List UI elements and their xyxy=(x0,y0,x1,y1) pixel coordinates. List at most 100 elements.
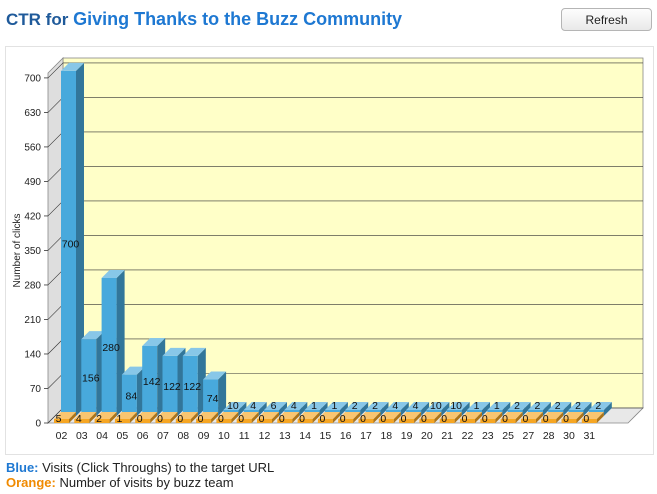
bar-orange-25-side xyxy=(515,412,523,423)
y-tick-label-0: 0 xyxy=(35,419,41,430)
bar-orange-06-front xyxy=(135,419,151,423)
data-label-orange-21: 0 xyxy=(441,413,447,425)
refresh-button[interactable]: Refresh xyxy=(561,8,652,31)
data-label-orange-30: 0 xyxy=(563,413,569,425)
bar-orange-19-side xyxy=(414,412,422,423)
data-label-blue-28: 2 xyxy=(555,400,561,412)
bar-blue-04-top xyxy=(101,269,125,278)
data-label-orange-14: 0 xyxy=(299,413,305,425)
bar-orange-02-side xyxy=(69,412,76,423)
x-tick-label-27: 27 xyxy=(523,430,535,442)
bar-blue-21-top xyxy=(446,402,470,410)
bar-blue-23-top xyxy=(487,402,511,410)
bar-orange-07-side xyxy=(170,412,178,423)
x-tick-label-08: 08 xyxy=(177,430,189,442)
bar-orange-13-front xyxy=(277,419,293,423)
data-label-orange-20: 0 xyxy=(421,413,427,425)
bar-blue-09-front xyxy=(203,379,219,416)
bar-orange-14-front xyxy=(297,419,313,423)
bar-orange-12-top xyxy=(257,412,279,419)
bar-orange-03-front xyxy=(74,419,90,423)
x-tick-label-13: 13 xyxy=(279,430,291,442)
gridline-700 xyxy=(47,62,643,79)
bar-blue-17-side xyxy=(380,402,389,416)
bar-blue-18-side xyxy=(400,402,409,416)
data-label-orange-28: 0 xyxy=(543,413,549,425)
bar-blue-04-front xyxy=(101,277,117,416)
bar-blue-25-side xyxy=(522,402,531,416)
x-tick-label-04: 04 xyxy=(96,430,108,442)
bar-blue-09-top xyxy=(203,371,227,380)
bar-blue-09-side xyxy=(218,371,227,416)
bar-orange-10-front xyxy=(216,419,232,423)
bar-blue-22-side xyxy=(482,402,490,416)
y-tick-label-280: 280 xyxy=(24,280,41,291)
bar-orange-17-side xyxy=(373,412,381,423)
bar-orange-21-side xyxy=(454,412,462,423)
bar-orange-15-top xyxy=(317,412,340,419)
data-label-orange-03: 4 xyxy=(76,413,82,425)
bar-orange-23-front xyxy=(480,419,496,423)
bar-orange-04-front xyxy=(94,419,110,423)
bar-orange-14-top xyxy=(297,412,320,419)
bar-blue-31-side xyxy=(603,402,612,416)
x-tick-label-11: 11 xyxy=(239,430,250,442)
data-label-orange-17: 0 xyxy=(360,413,366,425)
data-label-orange-04: 2 xyxy=(96,413,102,425)
x-tick-label-09: 09 xyxy=(198,430,210,442)
y-tick-label-420: 420 xyxy=(24,211,41,222)
data-label-blue-17: 2 xyxy=(372,400,378,412)
x-tick-label-31: 31 xyxy=(583,430,595,442)
legend-orange-label: Orange: xyxy=(6,475,56,490)
legend-blue: Blue: Visits (Click Throughs) to the tar… xyxy=(6,460,274,475)
bar-blue-14-top xyxy=(304,402,328,410)
bar-orange-02-top xyxy=(54,412,76,419)
bar-orange-12-front xyxy=(257,419,272,423)
x-tick-label-16: 16 xyxy=(340,430,352,442)
y-tick-label-630: 630 xyxy=(24,108,41,119)
bar-orange-21-front xyxy=(439,419,455,423)
data-label-blue-18: 4 xyxy=(392,400,398,412)
data-label-orange-11: 0 xyxy=(238,413,244,425)
bar-blue-23-side xyxy=(502,402,511,416)
data-label-orange-22: 0 xyxy=(462,413,468,425)
bar-blue-02-top xyxy=(61,62,84,71)
bar-blue-11-top xyxy=(243,402,267,410)
bar-orange-09-side xyxy=(211,412,219,423)
bar-orange-22-side xyxy=(475,412,482,423)
bar-blue-12-top xyxy=(264,402,287,410)
bar-blue-30-top xyxy=(568,402,592,410)
data-label-orange-06: 0 xyxy=(137,413,143,425)
bar-blue-02-front xyxy=(61,70,76,417)
y-tick-label-560: 560 xyxy=(24,142,41,153)
bar-orange-18-top xyxy=(378,412,401,419)
data-label-orange-27: 0 xyxy=(522,413,528,425)
bar-blue-08-front xyxy=(182,355,198,416)
legend-blue-text: Visits (Click Throughs) to the target UR… xyxy=(42,460,275,475)
x-tick-label-05: 05 xyxy=(117,430,129,442)
bar-orange-09-top xyxy=(196,412,219,419)
y-tick-label-350: 350 xyxy=(24,246,41,257)
bar-orange-11-side xyxy=(251,412,259,423)
y-tick-label-700: 700 xyxy=(24,73,41,84)
bar-orange-13-side xyxy=(292,412,300,423)
data-label-orange-02: 5 xyxy=(56,413,62,425)
bar-orange-15-side xyxy=(332,412,340,423)
bar-blue-19-top xyxy=(406,402,430,410)
data-label-blue-11: 4 xyxy=(250,400,256,412)
bar-orange-10-side xyxy=(231,412,239,423)
bar-orange-05-side xyxy=(129,412,137,423)
data-label-orange-23: 0 xyxy=(482,413,488,425)
bar-blue-20-side xyxy=(441,402,450,416)
bar-orange-22-top xyxy=(460,412,482,419)
x-tick-label-15: 15 xyxy=(320,430,332,442)
data-label-orange-12: 0 xyxy=(259,413,265,425)
data-label-blue-05: 84 xyxy=(126,390,138,402)
data-label-orange-18: 0 xyxy=(380,413,386,425)
data-label-blue-15: 1 xyxy=(331,400,337,412)
bar-orange-03-side xyxy=(89,412,97,423)
data-label-orange-15: 0 xyxy=(319,413,325,425)
bar-orange-19-front xyxy=(399,419,415,423)
bar-orange-16-front xyxy=(338,419,354,423)
bar-orange-17-top xyxy=(358,412,381,419)
